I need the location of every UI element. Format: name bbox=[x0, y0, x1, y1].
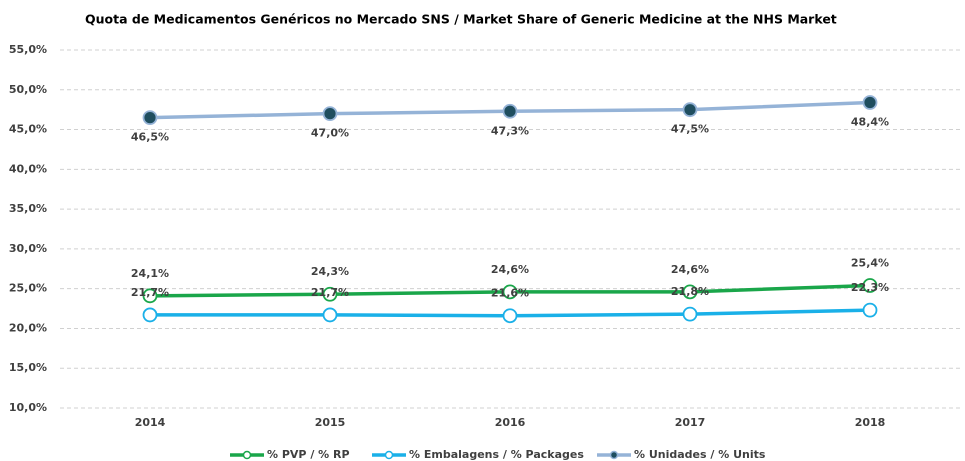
y-tick-label: 45,0% bbox=[9, 123, 47, 136]
x-tick-label: 2018 bbox=[855, 416, 886, 429]
data-label: 24,6% bbox=[491, 263, 529, 276]
legend-label: % Unidades / % Units bbox=[634, 448, 766, 461]
data-label: 48,4% bbox=[851, 116, 889, 129]
y-tick-label: 55,0% bbox=[9, 43, 47, 56]
y-tick-label: 30,0% bbox=[9, 242, 47, 255]
marker bbox=[142, 110, 158, 126]
marker bbox=[322, 307, 338, 323]
data-label: 47,0% bbox=[311, 127, 349, 140]
y-tick-label: 15,0% bbox=[9, 361, 47, 374]
x-tick-label: 2016 bbox=[495, 416, 526, 429]
data-label: 21,7% bbox=[311, 286, 349, 299]
y-tick-label: 25,0% bbox=[9, 282, 47, 295]
legend-marker bbox=[609, 450, 619, 460]
marker bbox=[502, 103, 518, 119]
chart-title: Quota de Medicamentos Genéricos no Merca… bbox=[85, 12, 837, 27]
marker bbox=[862, 95, 878, 110]
marker bbox=[142, 307, 158, 323]
y-tick-label: 20,0% bbox=[9, 321, 47, 334]
marker bbox=[682, 284, 698, 300]
x-tick-label: 2017 bbox=[675, 416, 706, 429]
marker bbox=[142, 288, 158, 304]
marker bbox=[502, 308, 518, 324]
legend-marker bbox=[384, 450, 394, 460]
data-label: 47,3% bbox=[491, 124, 529, 137]
data-label: 47,5% bbox=[671, 123, 709, 136]
y-tick-label: 50,0% bbox=[9, 83, 47, 96]
y-tick-label: 10,0% bbox=[9, 401, 47, 414]
marker bbox=[682, 306, 698, 322]
data-label: 24,1% bbox=[131, 267, 169, 280]
data-label: 22,3% bbox=[851, 281, 889, 294]
x-tick-label: 2014 bbox=[135, 416, 166, 429]
marker bbox=[862, 302, 878, 318]
legend-label: % PVP / % RP bbox=[267, 448, 350, 461]
data-label: 46,5% bbox=[131, 131, 169, 144]
data-label: 21,6% bbox=[491, 287, 529, 300]
marker bbox=[322, 106, 338, 122]
legend-marker bbox=[242, 450, 252, 460]
marker bbox=[682, 102, 698, 118]
legend-label: % Embalagens / % Packages bbox=[409, 448, 584, 461]
y-tick-label: 35,0% bbox=[9, 202, 47, 215]
data-label: 21,8% bbox=[671, 285, 709, 298]
marker bbox=[862, 278, 878, 293]
y-tick-label: 40,0% bbox=[9, 162, 47, 175]
data-label: 24,3% bbox=[311, 265, 349, 278]
data-label: 24,6% bbox=[671, 263, 709, 276]
marker bbox=[322, 286, 338, 302]
data-label: 25,4% bbox=[851, 256, 889, 269]
data-label: 21,7% bbox=[131, 286, 169, 299]
marker bbox=[502, 284, 518, 300]
x-tick-label: 2015 bbox=[315, 416, 346, 429]
